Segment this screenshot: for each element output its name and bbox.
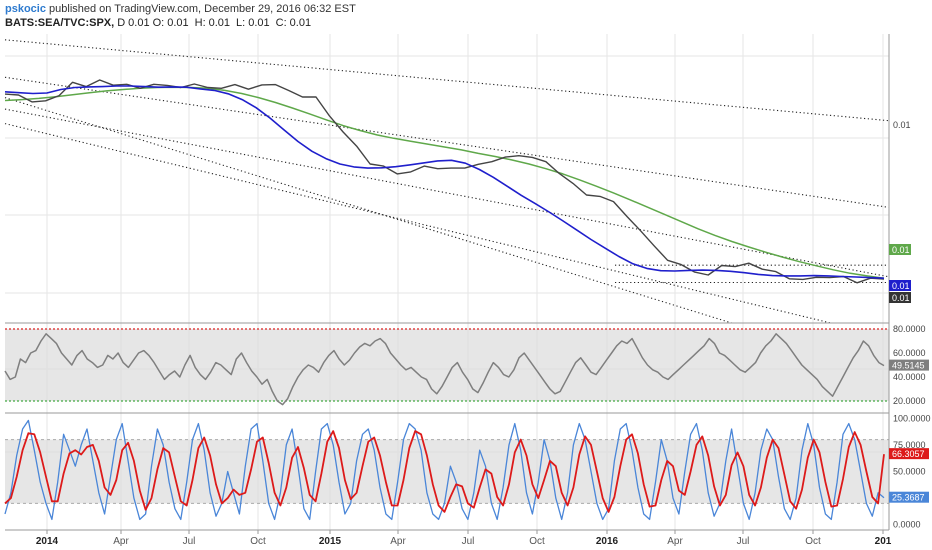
rsi-tick-label: 80.0000: [893, 324, 926, 334]
time-tick-label: Jul: [462, 536, 475, 547]
sma-fast-line: [4, 85, 885, 279]
time-tick-label: Apr: [667, 536, 683, 547]
open-value: 0.01: [167, 17, 189, 29]
author-link[interactable]: pskocic: [5, 3, 46, 15]
sma-slow-line: [4, 86, 885, 279]
ohlc-legend: BATS:SEA/TVC:SPX, D 0.01 O: 0.01 H: 0.01 L: 0.01…: [5, 17, 317, 29]
stoch-d-value-label: 66.3057: [892, 449, 925, 459]
rsi-tick-label: 60.0000: [893, 348, 926, 358]
trendline: [4, 76, 890, 208]
price-value-badge: [889, 244, 911, 255]
price-panel-bg: [5, 34, 889, 323]
time-tick-label: Jul: [183, 536, 196, 547]
publish-info: pskocic published on TradingView.com, De…: [5, 3, 356, 15]
price-axes[interactable]: 0.01 0.01 0.01 0.01 80.0000 60.0000 40.0000 20.…: [889, 120, 931, 530]
time-tick-label: 2015: [319, 536, 342, 547]
low-value: 0.01: [248, 17, 270, 29]
stoch-k-value-badge: [889, 491, 929, 503]
chart-header: pskocic published on TradingView.com, De…: [0, 0, 932, 32]
interval-label: D: [117, 17, 126, 29]
time-tick-label: Jul: [737, 536, 750, 547]
symbol-label[interactable]: BATS:SEA/TVC:SPX,: [5, 17, 115, 29]
rsi-panel: [4, 328, 889, 406]
stoch-k-line: [4, 419, 885, 521]
rsi-tick-label: 20.0000: [893, 396, 926, 406]
rsi-value-badge-label: 49.5145: [892, 361, 925, 371]
stoch-d-line: [4, 430, 885, 513]
price-value-badge: [889, 280, 911, 291]
trendline: [4, 123, 831, 324]
time-tick-label: 2016: [596, 536, 619, 547]
price-value-badge-label: 0.01: [892, 245, 910, 255]
time-tick-label: Apr: [390, 536, 406, 547]
stoch-tick-label: 50.0000: [893, 467, 926, 477]
rsi-line: [4, 333, 885, 406]
price-value-badge-label: 0.01: [892, 293, 910, 303]
time-tick-label: Apr: [113, 536, 129, 547]
stoch-k-value-label: 25.3687: [892, 493, 925, 503]
price-panel: [4, 39, 890, 324]
price-tick-label: 0.01: [893, 120, 911, 130]
stoch-tick-label: 100.0000: [893, 413, 931, 423]
stoch-tick-label: 75.0000: [893, 440, 926, 450]
low-label: L:: [236, 17, 246, 29]
time-tick-label: Oct: [529, 536, 545, 547]
time-tick-label: Oct: [805, 536, 821, 547]
rsi-band: [5, 329, 889, 401]
price-line: [4, 79, 885, 284]
stochastic-panel: [4, 419, 889, 521]
high-value: 0.01: [208, 17, 231, 29]
open-label: O:: [152, 17, 165, 29]
time-tick-label: Oct: [250, 536, 266, 547]
published-text: published on TradingView.com, December 2…: [49, 3, 356, 15]
stoch-tick-label: 0.0000: [893, 520, 921, 530]
time-axis[interactable]: 2014 Apr Jul Oct 2015 Apr Jul Oct 2016 Apr Jul Oct 2…: [36, 530, 892, 547]
time-tick-label: 2014: [36, 536, 59, 547]
rsi-value-badge: [889, 359, 929, 371]
time-tick-label: 201: [875, 536, 892, 547]
high-label: H:: [194, 17, 206, 29]
open-value-plain: 0.01: [128, 17, 150, 29]
stoch-d-value-badge: [889, 448, 929, 460]
close-label: C:: [275, 17, 287, 29]
close-value: 0.01: [289, 17, 312, 29]
price-value-badge-label: 0.01: [892, 281, 910, 291]
trendline: [4, 97, 732, 324]
stoch-band: [5, 439, 889, 504]
price-value-badge: [889, 292, 911, 303]
rsi-tick-label: 40.0000: [893, 372, 926, 382]
